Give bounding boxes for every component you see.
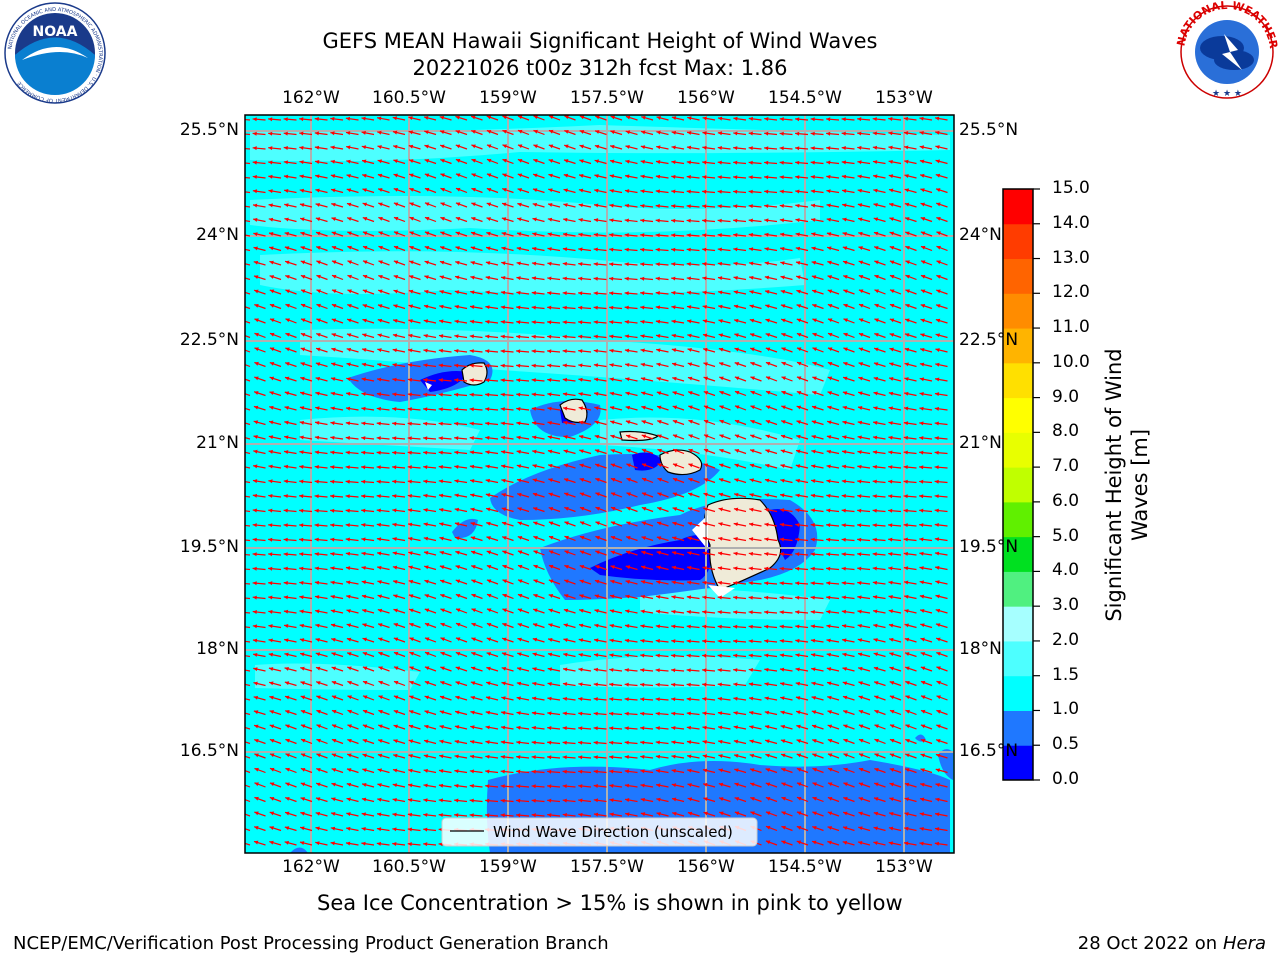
island-maui bbox=[659, 449, 703, 476]
chart-title-line2: 20221026 t00z 312h fcst Max: 1.86 bbox=[412, 56, 788, 80]
colorbar-tick-label: 2.0 bbox=[1052, 629, 1080, 650]
longitude-label-top: 159°W bbox=[479, 88, 537, 108]
colorbar-tick-label: 3.0 bbox=[1052, 595, 1080, 616]
latitude-label-right: 22.5°N bbox=[959, 330, 1019, 350]
longitude-label-top: 162°W bbox=[282, 88, 340, 108]
map-legend: Wind Wave Direction (unscaled) bbox=[441, 817, 758, 847]
longitude-label-top: 160.5°W bbox=[372, 88, 446, 108]
longitude-label-bottom: 156°W bbox=[677, 857, 735, 877]
longitude-label-top: 153°W bbox=[875, 88, 933, 108]
footer-date-text: 28 Oct 2022 on bbox=[1077, 933, 1223, 954]
colorbar-segment bbox=[1003, 223, 1033, 260]
sea-ice-note: Sea Ice Concentration > 15% is shown in … bbox=[317, 891, 903, 915]
chart-title-line1: GEFS MEAN Hawaii Significant Height of W… bbox=[322, 29, 878, 53]
latitude-label-right: 16.5°N bbox=[959, 741, 1019, 761]
colorbar-tick-label: 15.0 bbox=[1052, 178, 1090, 198]
island-oahu bbox=[559, 398, 588, 424]
colorbar-label-line1: Significant Height of Wind bbox=[1102, 348, 1126, 622]
longitude-label-bottom: 160.5°W bbox=[372, 857, 446, 877]
latitude-label-left: 22.5°N bbox=[179, 330, 239, 350]
latitude-label-left: 21°N bbox=[196, 433, 239, 453]
colorbar-segment bbox=[1003, 536, 1033, 572]
colorbar-tick-label: 9.0 bbox=[1052, 386, 1080, 407]
latitude-label-left: 19.5°N bbox=[179, 537, 239, 557]
latitude-label-right: 25.5°N bbox=[959, 120, 1019, 140]
longitude-label-top: 156°W bbox=[677, 88, 735, 108]
wave-height-1.5-2.0-patches bbox=[250, 125, 950, 690]
colorbar-segment bbox=[1003, 640, 1033, 677]
colorbar-segment bbox=[1003, 328, 1033, 364]
nws-logo: NATIONAL WEATHER SERVICE ★ ★ ★ bbox=[1172, 0, 1280, 99]
island-hawaii bbox=[703, 497, 782, 591]
latitude-label-left: 24°N bbox=[196, 225, 239, 245]
colorbar-segment bbox=[1003, 675, 1033, 711]
longitude-label-bottom: 157.5°W bbox=[570, 857, 644, 877]
footer-credit: NCEP/EMC/Verification Post Processing Pr… bbox=[13, 933, 609, 954]
colorbar-tick-label: 5.0 bbox=[1052, 525, 1080, 546]
colorbar-segment bbox=[1003, 606, 1033, 642]
longitude-label-top: 157.5°W bbox=[570, 88, 644, 108]
longitude-label-bottom: 162°W bbox=[282, 857, 340, 877]
colorbar-tick-label: 8.0 bbox=[1052, 421, 1080, 442]
colorbar-label-line2: Waves [m] bbox=[1128, 428, 1152, 542]
wind-wave-direction-arrows bbox=[245, 115, 948, 847]
colorbar-tick-label: 0.0 bbox=[1052, 769, 1080, 789]
colorbar-tick-label: 13.0 bbox=[1052, 247, 1090, 268]
longitude-label-top: 154.5°W bbox=[768, 88, 842, 108]
colorbar bbox=[1003, 188, 1040, 781]
colorbar-tick-label: 14.0 bbox=[1052, 212, 1090, 233]
latitude-label-right: 24°N bbox=[959, 225, 1002, 245]
colorbar-tick-label: 0.5 bbox=[1052, 734, 1080, 755]
noaa-logo: NOAA NATIONAL OCEANIC AND ATMOSPHERIC AD… bbox=[4, 2, 106, 104]
colorbar-segment bbox=[1003, 397, 1033, 433]
colorbar-segment bbox=[1003, 362, 1033, 399]
graticule bbox=[245, 115, 954, 853]
colorbar-tick-label: 11.0 bbox=[1052, 317, 1090, 338]
footer-date: 28 Oct 2022 on Hera bbox=[1078, 933, 1266, 954]
colorbar-segment bbox=[1003, 501, 1033, 538]
colorbar-tick-label: 1.5 bbox=[1052, 664, 1080, 685]
island-kauai bbox=[461, 362, 488, 386]
latitude-label-right: 18°N bbox=[959, 639, 1002, 659]
longitude-label-bottom: 153°W bbox=[875, 857, 933, 877]
latitude-label-left: 25.5°N bbox=[179, 120, 239, 140]
svg-text:★ ★ ★: ★ ★ ★ bbox=[1212, 89, 1242, 99]
colorbar-segment bbox=[1003, 745, 1033, 781]
map-frame bbox=[244, 114, 955, 854]
colorbar-segment bbox=[1003, 467, 1033, 503]
colorbar-segment bbox=[1003, 710, 1033, 746]
colorbar-tick-label: 7.0 bbox=[1052, 456, 1080, 477]
latitude-label-left: 18°N bbox=[196, 639, 239, 659]
latitude-label-right: 21°N bbox=[959, 433, 1002, 453]
colorbar-segment bbox=[1003, 432, 1033, 468]
noaa-logo-text: NOAA bbox=[33, 24, 78, 40]
island-molokai bbox=[619, 430, 660, 442]
colorbar-segment bbox=[1003, 571, 1033, 607]
colorbar-frame bbox=[1002, 188, 1034, 781]
colorbar-tick-label: 12.0 bbox=[1052, 282, 1090, 303]
colorbar-segment bbox=[1003, 293, 1033, 329]
colorbar-segment bbox=[1003, 258, 1033, 294]
colorbar-tick-label: 6.0 bbox=[1052, 490, 1080, 511]
colorbar-tick-label: 1.0 bbox=[1052, 699, 1080, 720]
colorbar-tick-label: 4.0 bbox=[1052, 560, 1080, 581]
colorbar-segment bbox=[1003, 189, 1033, 225]
latitude-label-left: 16.5°N bbox=[179, 741, 239, 761]
latitude-label-right: 19.5°N bbox=[959, 537, 1019, 557]
colorbar-tick-label: 10.0 bbox=[1052, 351, 1090, 372]
longitude-label-bottom: 154.5°W bbox=[768, 857, 842, 877]
islands bbox=[461, 362, 782, 591]
legend-label: Wind Wave Direction (unscaled) bbox=[493, 823, 733, 841]
longitude-label-bottom: 159°W bbox=[479, 857, 537, 877]
footer-host: Hera bbox=[1222, 933, 1266, 954]
